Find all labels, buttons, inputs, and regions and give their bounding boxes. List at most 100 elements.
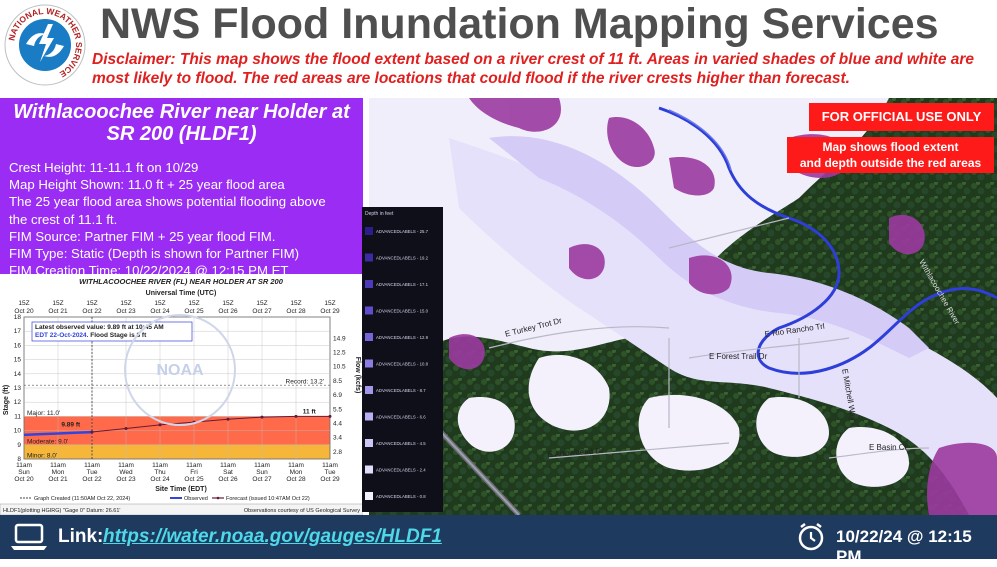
- gauge-title-line2: SR 200 (HLDF1): [106, 123, 257, 145]
- latest-observed-line1: Latest observed value: 9.89 ft at 10:45 …: [35, 324, 164, 331]
- utc-tick-time: 15Z: [324, 300, 335, 307]
- local-tick-date: Oct 22: [82, 476, 102, 483]
- hydrograph-chart: WITHLACOOCHEE RIVER (FL) NEAR HOLDER AT …: [0, 275, 364, 516]
- fim-source: FIM Source: Partner FIM + 25 year flood …: [9, 228, 276, 244]
- fim-type: FIM Type: Static (Depth is shown for Par…: [9, 246, 299, 262]
- legend-swatch: [365, 386, 373, 394]
- official-use-badge: FOR OFFICIAL USE ONLY: [809, 103, 994, 131]
- hydrograph-title: WITHLACOOCHEE RIVER (FL) NEAR HOLDER AT …: [79, 277, 284, 286]
- local-tick-time: 11am: [16, 462, 32, 469]
- y-tick-label: 13: [14, 385, 22, 392]
- site-time-label: Site Time (EDT): [155, 486, 207, 493]
- forecast-point: [158, 423, 162, 427]
- legend-label: ADVANCEDLABELS - 12.9: [376, 335, 429, 340]
- local-tick-date: Oct 28: [286, 476, 306, 483]
- local-tick-day: Sat: [223, 469, 233, 476]
- y-tick-label: 12: [14, 399, 22, 406]
- minor-label: Minor: 8.0': [27, 453, 57, 460]
- legend-label: ADVANCEDLABELS - 6.6: [376, 415, 426, 420]
- utc-tick-time: 15Z: [154, 300, 165, 307]
- local-tick-date: Oct 25: [184, 476, 204, 483]
- utc-tick-date: Oct 26: [218, 308, 238, 315]
- map-note-line2: and depth outside the red areas: [799, 156, 982, 170]
- y-tick-label: 16: [14, 342, 22, 349]
- hydrograph: WITHLACOOCHEE RIVER (FL) NEAR HOLDER AT …: [0, 275, 364, 516]
- flood-area-note: The 25 year flood area shows potential f…: [9, 194, 326, 210]
- utc-tick-date: Oct 20: [14, 308, 34, 315]
- y2-tick-label: 6.9: [333, 392, 342, 399]
- local-tick-day: Mon: [290, 469, 303, 476]
- gauge-link[interactable]: https://water.noaa.gov/gauges/HLDF1: [103, 526, 442, 547]
- gauge-info-panel: Withlacoochee River near Holder at SR 20…: [0, 98, 363, 278]
- nws-logo: NATIONAL WEATHER SERVICE: [4, 4, 86, 86]
- local-tick-time: 11am: [322, 462, 338, 469]
- depth-legend-title: Depth in feet: [365, 211, 394, 217]
- local-tick-time: 11am: [50, 462, 66, 469]
- footer-bar: Link: https://water.noaa.gov/gauges/HLDF…: [0, 515, 997, 566]
- moderate-label: Moderate: 9.0': [27, 438, 68, 445]
- utc-tick-time: 15Z: [120, 300, 131, 307]
- legend-swatch: [365, 253, 373, 262]
- datum-note: HLDF1(plotting HGIRG) "Gage 0" Datum: 26…: [3, 508, 120, 514]
- link-label: Link:: [58, 526, 104, 547]
- local-tick-time: 11am: [152, 462, 168, 469]
- local-tick-day: Tue: [87, 469, 98, 476]
- forecast-point: [226, 417, 230, 421]
- observed-series: [23, 430, 93, 437]
- local-tick-time: 11am: [186, 462, 202, 469]
- legend-label: ADVANCEDLABELS - 19.2: [376, 256, 429, 261]
- local-tick-time: 11am: [84, 462, 100, 469]
- road-label-basin: E Basin Ct: [869, 443, 907, 452]
- local-tick-date: Oct 26: [218, 476, 238, 483]
- gauge-title-line1: Withlacoochee River near Holder at: [13, 101, 350, 123]
- legend-label: ADVANCEDLABELS - 2.4: [376, 468, 426, 473]
- utc-tick-date: Oct 21: [48, 308, 68, 315]
- y2-tick-label: 4.4: [333, 421, 342, 428]
- local-tick-date: Oct 29: [320, 476, 340, 483]
- crest-height: Crest Height: 11-11.1 ft on 10/29: [9, 160, 199, 175]
- y-tick-label: 11: [14, 413, 21, 420]
- legend-swatch: [365, 280, 373, 288]
- utc-tick-date: Oct 22: [82, 308, 102, 315]
- local-tick-date: Oct 20: [14, 476, 34, 483]
- legend-swatch: [365, 306, 373, 315]
- flood-area-note-2: the crest of 11.1 ft.: [9, 211, 118, 227]
- utc-tick-date: Oct 25: [184, 308, 204, 315]
- local-tick-day: Fri: [190, 469, 198, 476]
- road-label-forest-trail: E Forest Trail Dr: [709, 352, 768, 361]
- y-tick-label: 14: [14, 371, 22, 378]
- forecast-point: [294, 414, 298, 418]
- depth-legend: Depth in feet ADVANCEDLABELS - 25.7 ADVAN…: [362, 207, 443, 512]
- legend-swatch: [365, 439, 373, 447]
- shallow-flood-patches: [457, 354, 909, 487]
- major-label: Major: 11.0': [27, 410, 60, 417]
- y2-tick-label: 3.4: [333, 435, 342, 442]
- forecast-point: [90, 430, 94, 434]
- moderate-band: [24, 444, 330, 459]
- utc-tick-time: 15Z: [256, 300, 267, 307]
- local-tick-date: Oct 21: [48, 476, 68, 483]
- disclaimer: Disclaimer: This map shows the flood ext…: [92, 51, 975, 87]
- local-tick-date: Oct 24: [150, 476, 170, 483]
- roads: [488, 217, 930, 459]
- legend-observed: Observed: [184, 496, 208, 502]
- local-tick-day: Mon: [52, 469, 65, 476]
- utc-axis-label: Universal Time (UTC): [146, 290, 217, 297]
- map-note-line1: Map shows flood extent: [822, 140, 959, 154]
- utc-tick-date: Oct 23: [116, 308, 136, 315]
- legend-label: ADVANCEDLABELS - 15.0: [376, 309, 429, 314]
- fim-creation-time: FIM Creation Time: 10/22/2024 @ 12:15 PM…: [9, 263, 289, 279]
- local-tick-date: Oct 27: [252, 476, 272, 483]
- y2-tick-label: 2.8: [333, 449, 342, 456]
- latest-observed-box: [31, 321, 193, 342]
- plot-area: Record: 13.2' Major: 11.0' Moderate: 9.0' M…: [14, 300, 346, 483]
- y-tick-label: 15: [14, 357, 22, 364]
- local-tick-day: Sun: [256, 469, 268, 476]
- utc-tick-date: Oct 24: [150, 308, 170, 315]
- noaa-watermark: NOAA: [124, 314, 236, 426]
- utc-tick-time: 15Z: [290, 300, 301, 307]
- utc-tick-time: 15Z: [52, 300, 63, 307]
- legend-swatch: [365, 359, 373, 368]
- latest-observed-line2: EDT 22-Oct-2024. Flood Stage is 8 ft: [35, 332, 147, 339]
- y2-tick-label: 8.5: [333, 378, 342, 385]
